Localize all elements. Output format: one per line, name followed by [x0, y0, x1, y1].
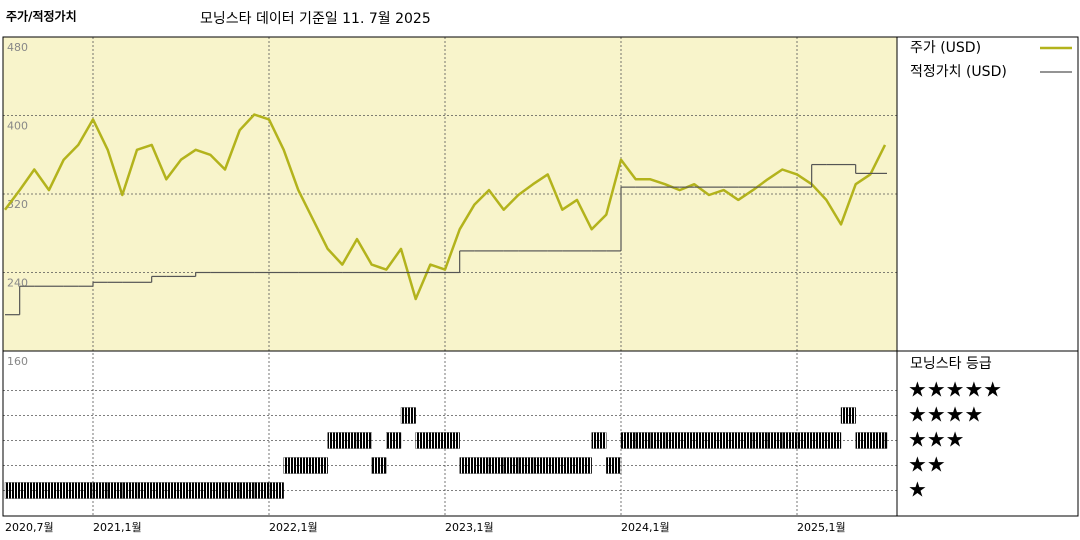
- x-tick-label: 2022,1월: [269, 521, 318, 534]
- rating-mark: [811, 432, 827, 449]
- chart-title: 주가/적정가치: [6, 9, 77, 24]
- rating-mark: [386, 432, 402, 449]
- rating-mark: [782, 432, 798, 449]
- rating-mark: [606, 457, 622, 474]
- rating-mark: [122, 482, 138, 499]
- rating-mark: [752, 432, 768, 449]
- x-tick-label: 2024,1월: [621, 521, 670, 534]
- rating-mark: [650, 432, 666, 449]
- rating-mark: [576, 457, 592, 474]
- rating-mark: [870, 432, 886, 449]
- rating-mark: [708, 432, 724, 449]
- rating-mark: [694, 432, 710, 449]
- legend-label: 주가 (USD): [910, 40, 981, 56]
- rating-mark: [268, 482, 284, 499]
- rating-mark: [151, 482, 167, 499]
- rating-mark: [239, 482, 255, 499]
- rating-mark: [48, 482, 64, 499]
- rating-mark: [547, 457, 563, 474]
- frame: [2, 36, 1079, 517]
- rating-mark: [767, 432, 783, 449]
- rating-mark: [430, 432, 446, 449]
- x-tick-label: 2021,1월: [93, 521, 142, 534]
- rating-mark: [195, 482, 211, 499]
- rating-mark: [444, 432, 460, 449]
- rating-mark: [327, 432, 343, 449]
- legend-label: 적정가치 (USD): [910, 64, 1007, 80]
- rating-mark: [488, 457, 504, 474]
- rating-mark: [136, 482, 152, 499]
- rating-mark: [723, 432, 739, 449]
- rating-label: ★★: [908, 453, 946, 477]
- rating-mark: [78, 482, 94, 499]
- rating-mark: [283, 457, 299, 474]
- rating-label: ★★★★: [908, 403, 983, 427]
- rating-mark: [826, 432, 842, 449]
- rating-label: ★★★★★: [908, 378, 1002, 402]
- chart-subtitle: 모닝스타 데이터 기준일 11. 7월 2025: [200, 11, 431, 27]
- rating-mark: [107, 482, 123, 499]
- rating-mark: [34, 482, 50, 499]
- y-tick-label: 160: [7, 355, 28, 368]
- rating-mark: [884, 432, 888, 449]
- rating-label: ★★★: [908, 428, 964, 452]
- rating-mark: [19, 482, 35, 499]
- rating-mark: [664, 432, 680, 449]
- rating-mark: [298, 457, 314, 474]
- rating-mark: [503, 457, 519, 474]
- y-tick-label: 480: [7, 41, 28, 54]
- x-tick-label: 2025,1월: [797, 521, 846, 534]
- rating-mark: [4, 482, 20, 499]
- rating-mark: [254, 482, 270, 499]
- y-tick-label: 240: [7, 277, 28, 290]
- rating-title: 모닝스타 등급: [910, 356, 992, 372]
- rating-mark: [459, 457, 475, 474]
- rating-mark: [738, 432, 754, 449]
- price-panel-bg: [3, 37, 897, 351]
- rating-mark: [474, 457, 490, 474]
- rating-mark: [400, 407, 416, 424]
- rating-mark: [591, 432, 607, 449]
- rating-mark: [518, 457, 534, 474]
- x-tick-label: 2023,1월: [445, 521, 494, 534]
- rating-mark: [562, 457, 578, 474]
- rating-mark: [63, 482, 79, 499]
- rating-label: ★: [908, 478, 927, 502]
- rating-mark: [620, 432, 636, 449]
- rating-mark: [532, 457, 548, 474]
- price-line: [4, 113, 887, 301]
- rating-mark: [224, 482, 240, 499]
- rating-mark: [166, 482, 182, 499]
- rating-mark: [342, 432, 358, 449]
- rating-mark: [356, 432, 372, 449]
- y-tick-label: 400: [7, 120, 28, 133]
- rating-mark: [635, 432, 651, 449]
- rating-mark: [210, 482, 226, 499]
- rating-mark: [855, 432, 871, 449]
- rating-mark: [679, 432, 695, 449]
- rating-mark: [415, 432, 431, 449]
- rating-mark: [312, 457, 328, 474]
- rating-mark: [92, 482, 108, 499]
- x-tick-label: 2020,7월: [5, 521, 54, 534]
- rating-mark: [840, 407, 856, 424]
- rating-mark: [180, 482, 196, 499]
- rating-mark: [371, 457, 387, 474]
- rating-mark: [796, 432, 812, 449]
